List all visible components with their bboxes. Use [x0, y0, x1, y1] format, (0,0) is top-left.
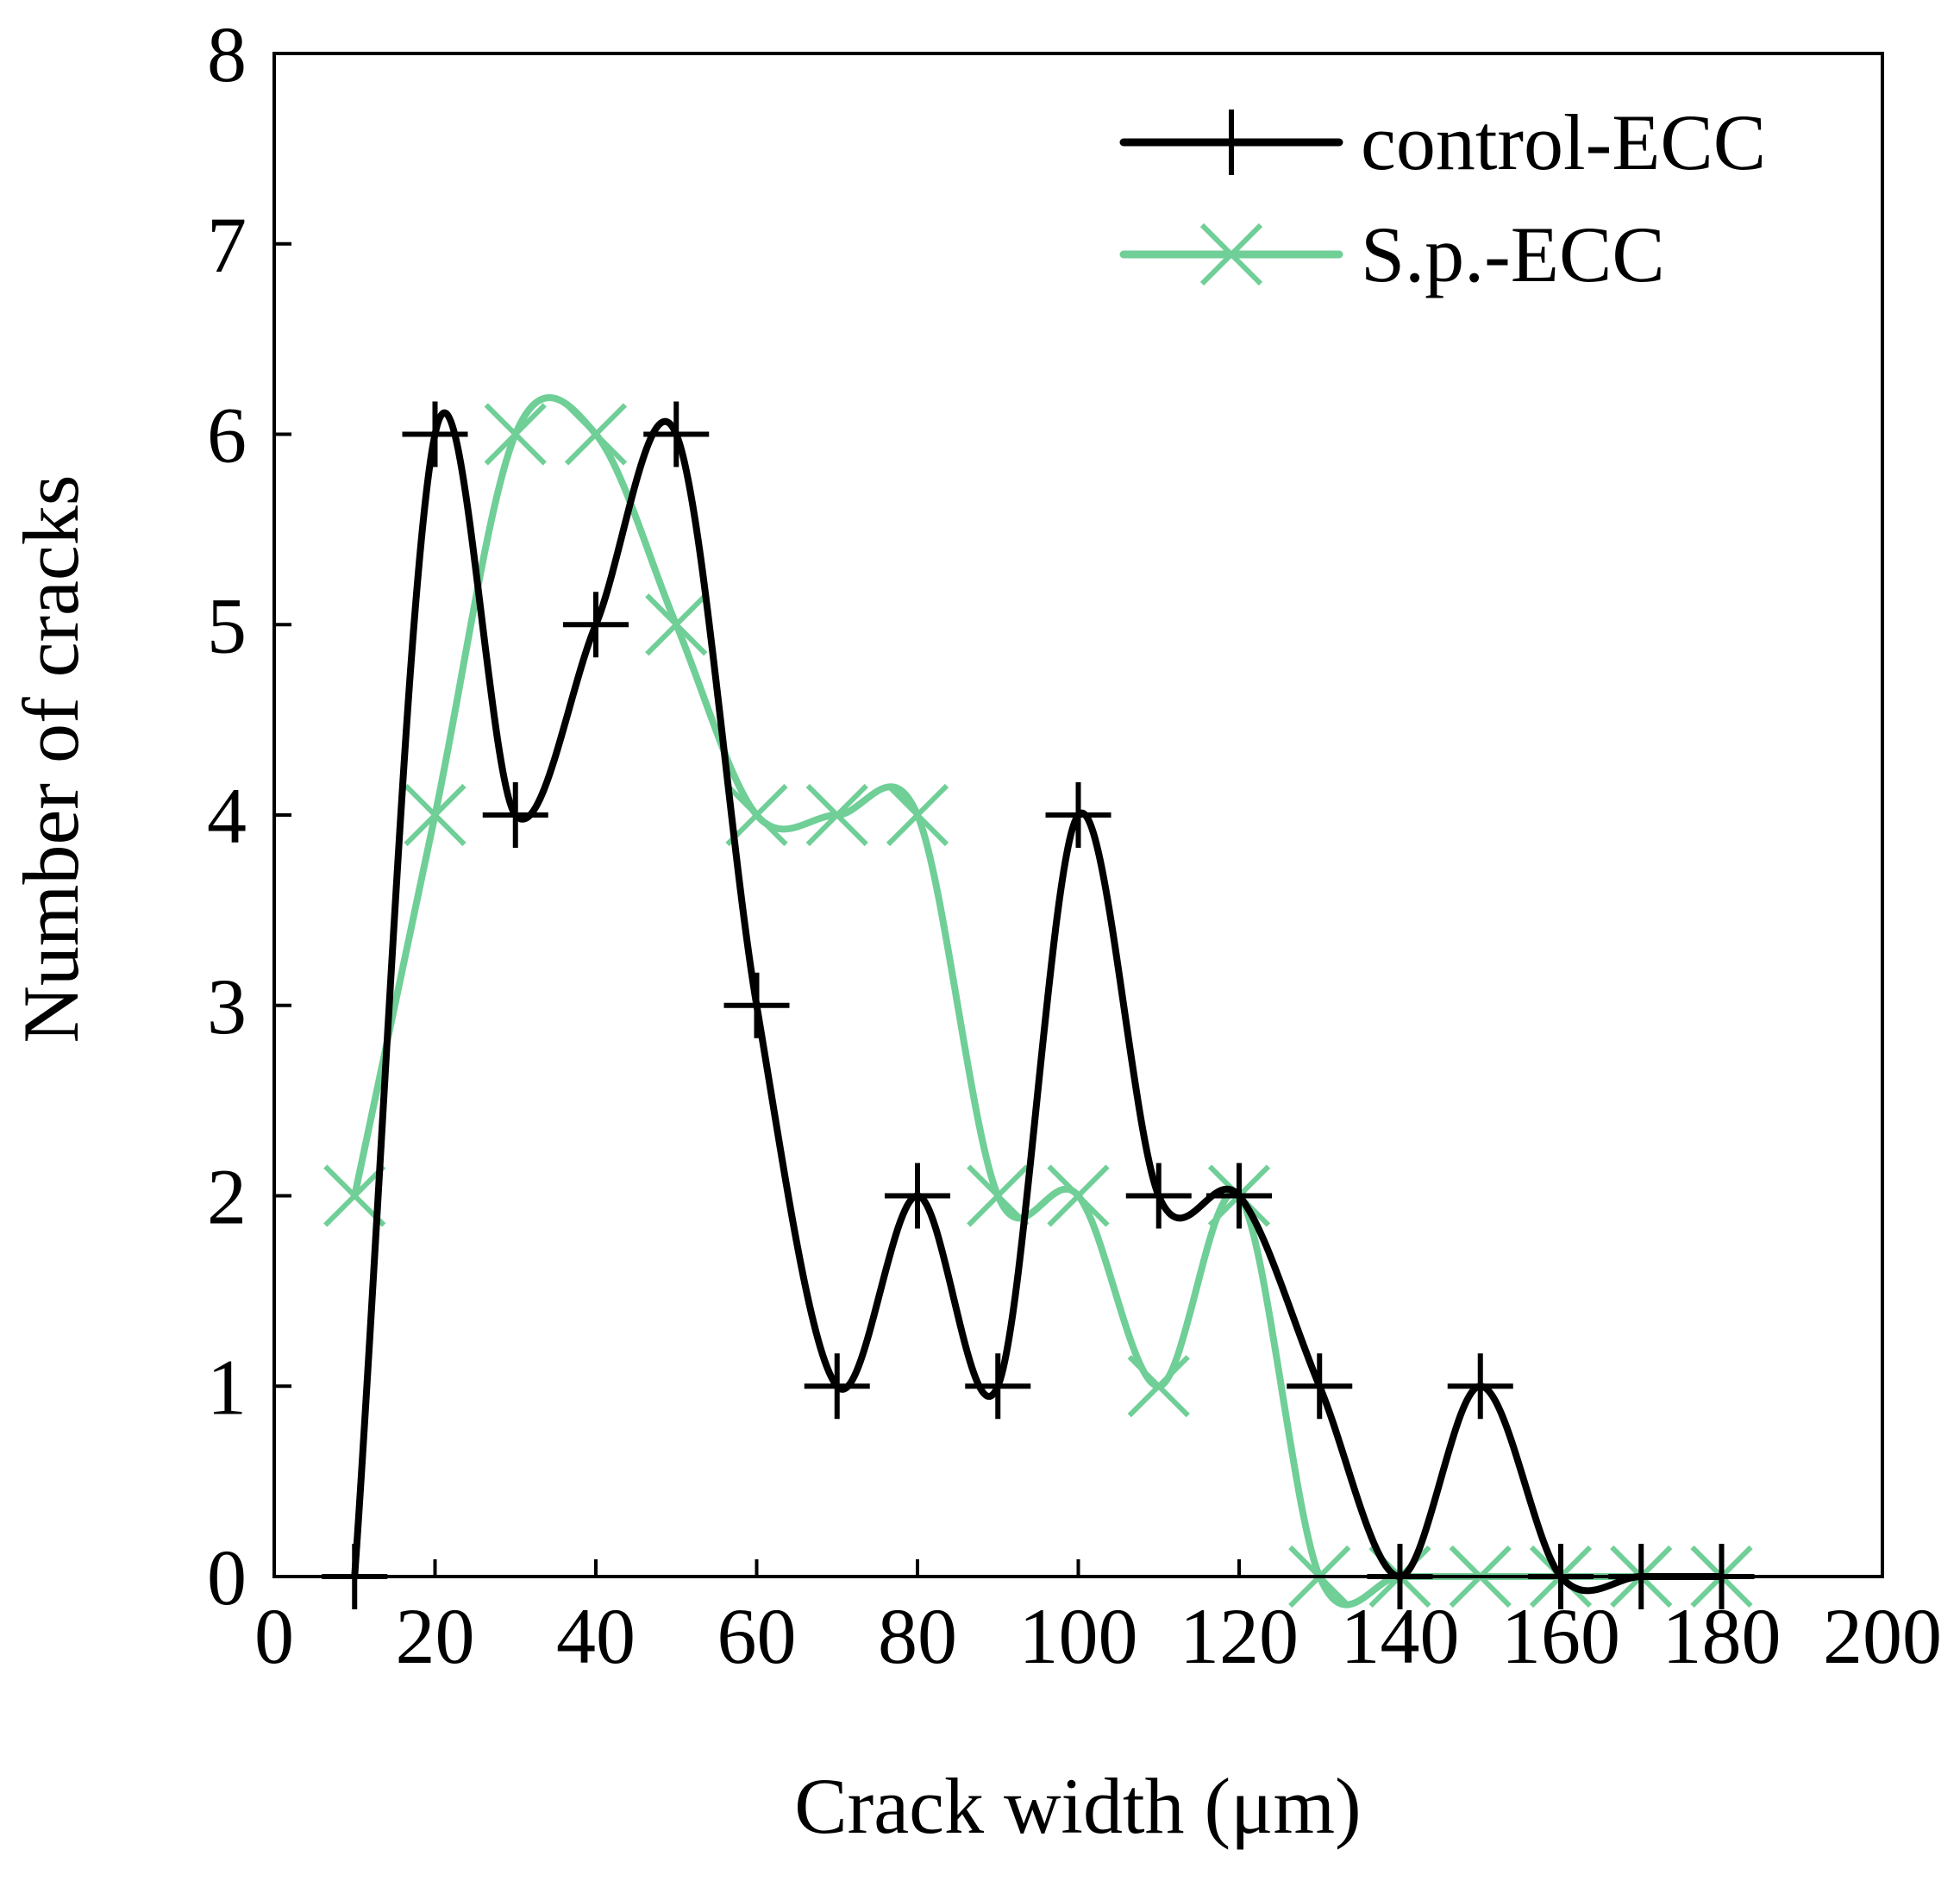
- x-tick-label-80: 80: [878, 1592, 957, 1680]
- x-tick-label-160: 160: [1501, 1592, 1620, 1680]
- y-tick-label-4: 4: [207, 772, 247, 860]
- x-axis-label: Crack width (μm): [794, 1762, 1361, 1850]
- y-tick-label-2: 2: [207, 1153, 247, 1241]
- x-tick-label-140: 140: [1341, 1592, 1460, 1680]
- y-tick-label-3: 3: [207, 962, 247, 1050]
- x-tick-label-60: 60: [717, 1592, 797, 1680]
- y-tick-label-0: 0: [207, 1533, 247, 1621]
- x-tick-label-200: 200: [1823, 1592, 1942, 1680]
- y-tick-label-5: 5: [207, 581, 247, 669]
- x-tick-label-40: 40: [556, 1592, 636, 1680]
- x-tick-label-100: 100: [1019, 1592, 1138, 1680]
- y-tick-label-7: 7: [207, 201, 247, 289]
- legend-label-sp-ecc: S.p.-ECC: [1361, 210, 1665, 298]
- x-tick-label-120: 120: [1180, 1592, 1299, 1680]
- y-tick-labels: 0 1 2 3 4 5 6 7 8: [207, 10, 247, 1621]
- legend-label-control-ecc: control-ECC: [1361, 98, 1766, 186]
- x-tick-label-180: 180: [1663, 1592, 1782, 1680]
- crack-width-chart: 0 20 40 60 80 100 120 140 160 180 200 0 1 2 3 4 5 6 7 8 Cr…: [0, 0, 1960, 1881]
- y-tick-label-8: 8: [207, 10, 247, 98]
- y-tick-label-1: 1: [207, 1343, 247, 1431]
- y-axis-label: Number of cracks: [7, 474, 95, 1043]
- x-tick-label-20: 20: [396, 1592, 475, 1680]
- x-tick-label-0: 0: [254, 1592, 294, 1680]
- y-tick-label-6: 6: [207, 392, 247, 480]
